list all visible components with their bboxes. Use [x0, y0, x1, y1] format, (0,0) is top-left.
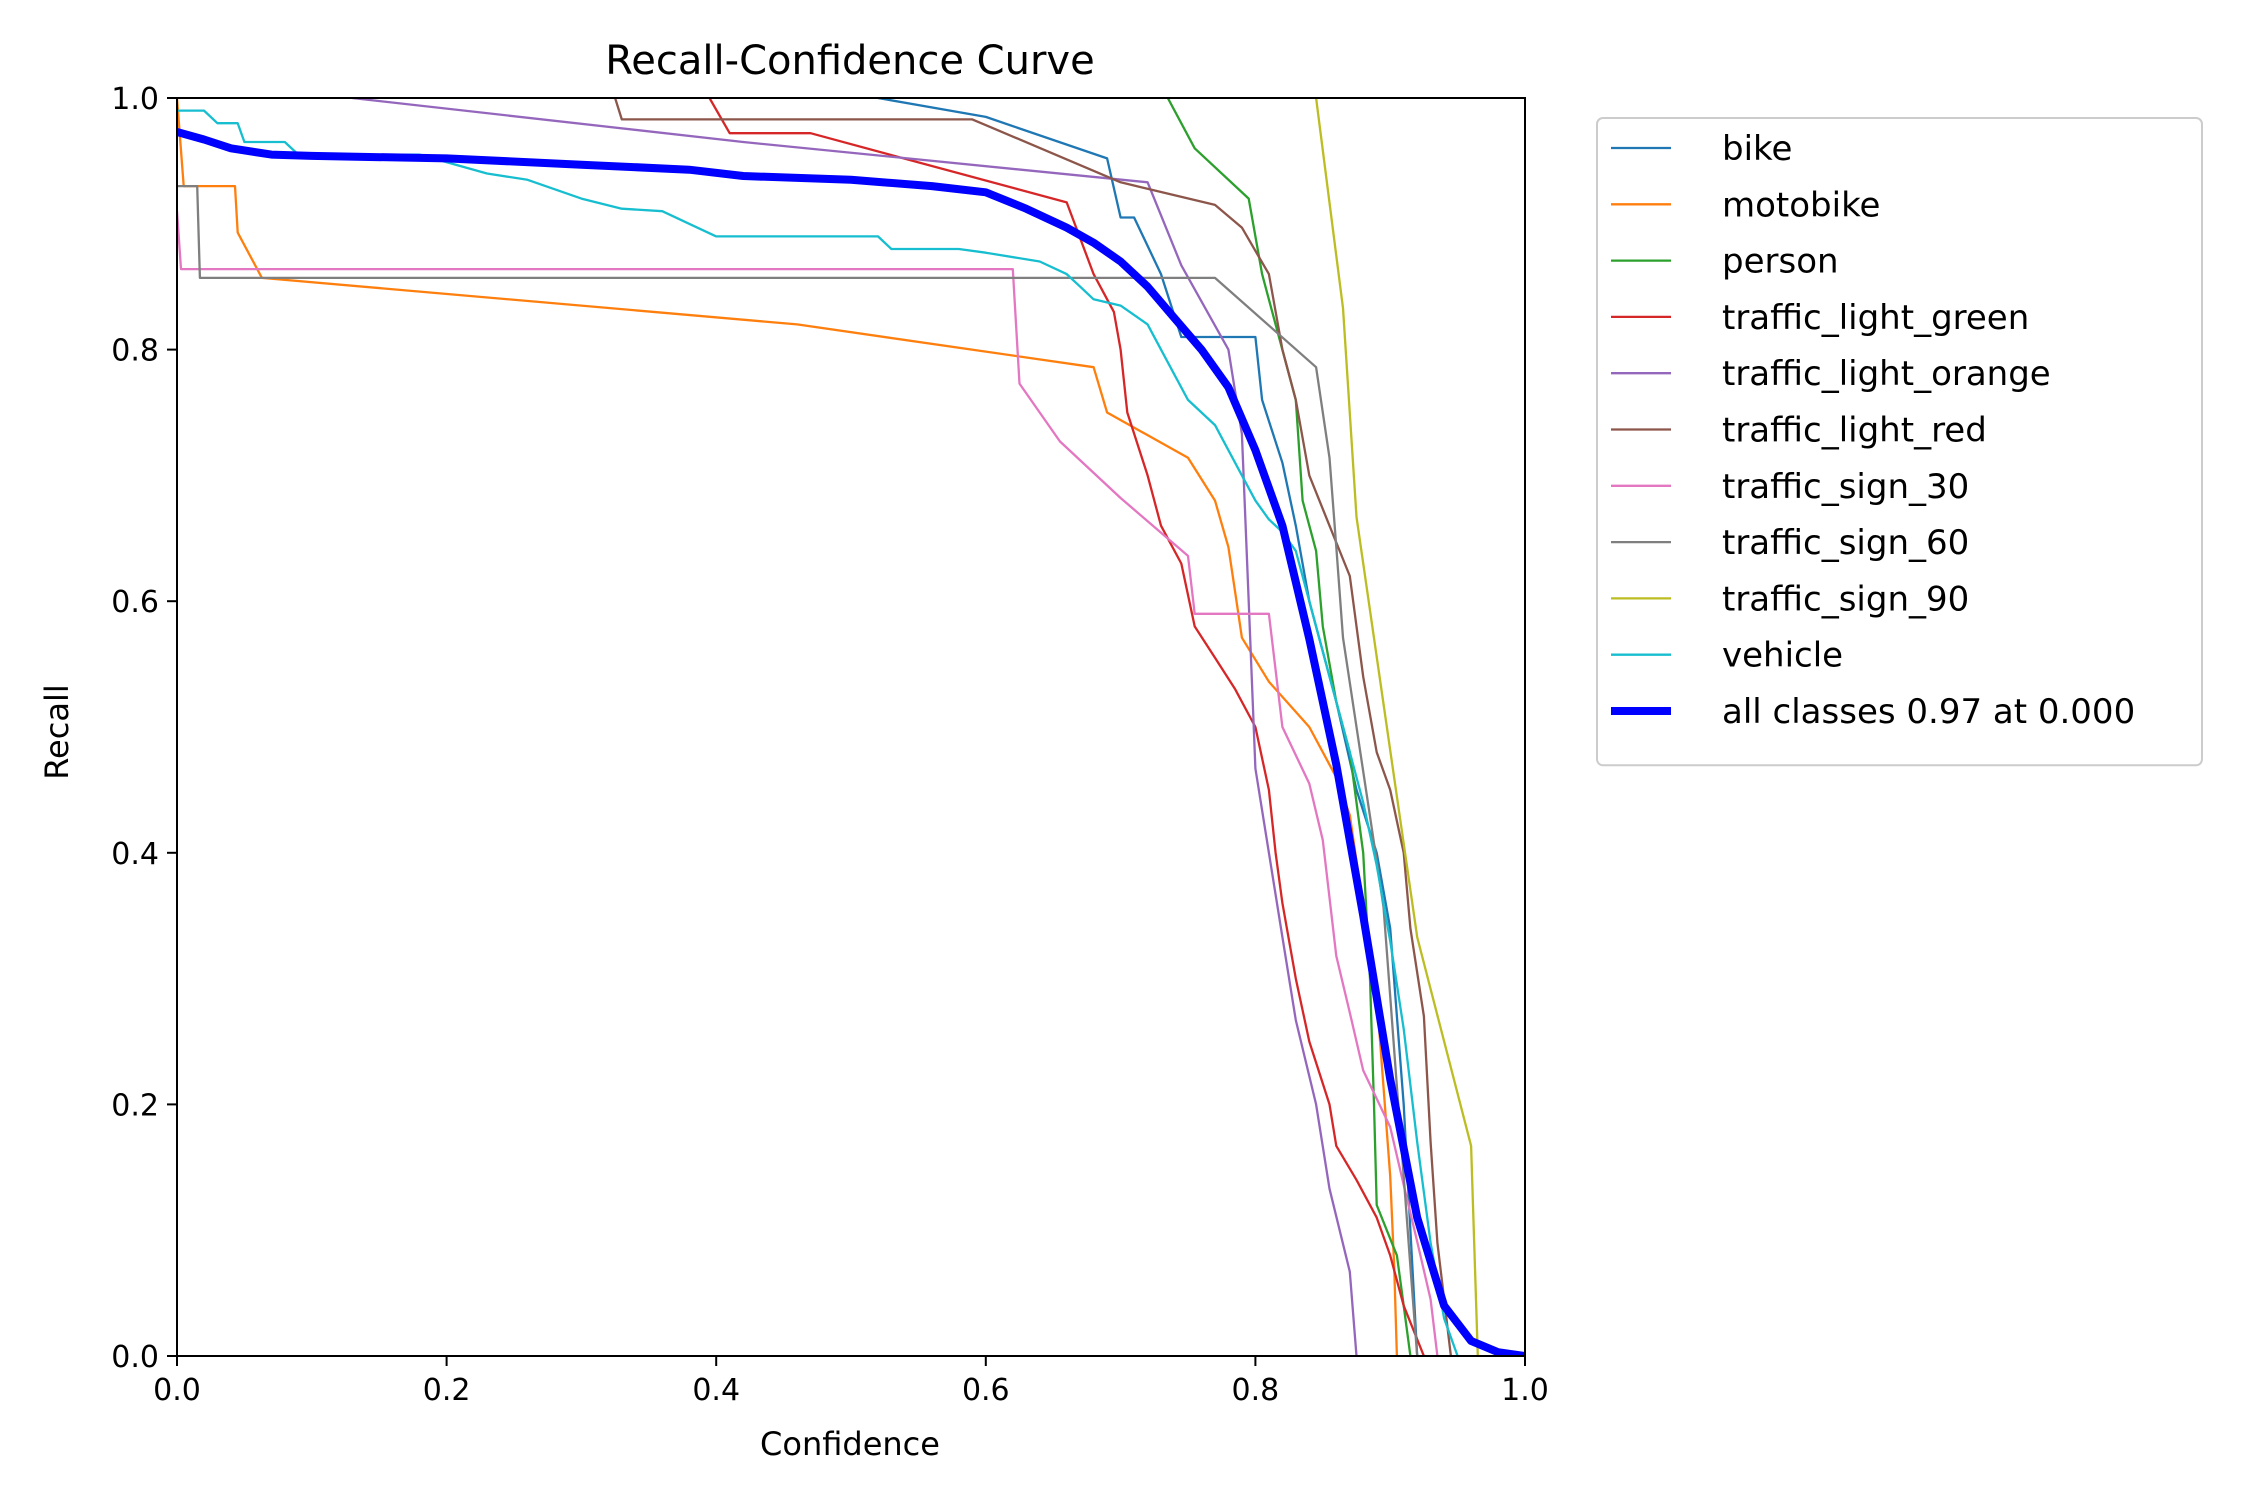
series-line-traffic-sign-90 — [1314, 98, 1479, 1356]
legend-label: motobike — [1722, 185, 1880, 225]
legend-label: traffic_light_orange — [1722, 354, 2051, 394]
plot-area: 0.0 0.2 0.4 0.6 0.8 1.0 0.0 0.2 0.4 0.6 0.8 1.0 — [111, 82, 1549, 1408]
series-line-person — [1166, 98, 1412, 1356]
x-tick-label: 0.6 — [962, 1373, 1010, 1408]
plot-frame — [176, 97, 1526, 1357]
series-line-vehicle — [177, 109, 1459, 1356]
legend-label: traffic_sign_60 — [1722, 523, 1969, 563]
y-tick-label: 0.0 — [111, 1340, 159, 1375]
series-line-bike — [877, 98, 1419, 1356]
legend-label: traffic_light_green — [1722, 298, 2029, 338]
y-tick-label: 1.0 — [111, 82, 159, 117]
legend-label: traffic_sign_90 — [1722, 579, 1969, 619]
x-tick-label: 0.8 — [1232, 1373, 1280, 1408]
y-tick-label: 0.2 — [111, 1088, 159, 1123]
series-line-all-classes-0-97-at-0-000 — [177, 128, 1525, 1356]
legend-label: person — [1722, 242, 1839, 282]
legend-label: all classes 0.97 at 0.000 — [1722, 692, 2135, 732]
chart-title: Recall-Confidence Curve — [605, 38, 1094, 84]
series-line-traffic-light-green — [708, 98, 1425, 1356]
series-line-traffic-sign-30 — [177, 211, 1439, 1356]
y-tick-label: 0.8 — [111, 334, 159, 369]
series-line-traffic-light-red — [614, 98, 1453, 1356]
legend-label: traffic_sign_30 — [1722, 467, 1969, 507]
x-tick-label: 0.2 — [423, 1373, 471, 1408]
x-axis-title: Confidence — [760, 1425, 940, 1463]
legend-label: traffic_light_red — [1722, 411, 1987, 451]
legend-label: bike — [1722, 129, 1792, 169]
series-line-traffic-light-orange — [352, 98, 1358, 1356]
series-group — [177, 98, 1525, 1356]
y-tick-label: 0.6 — [111, 585, 159, 620]
x-tick-label: 0.4 — [692, 1373, 740, 1408]
legend-box — [1596, 117, 2203, 767]
x-tick-label: 1.0 — [1501, 1373, 1549, 1408]
y-tick-label: 0.4 — [111, 837, 159, 872]
x-tick-label: 0.0 — [153, 1373, 201, 1408]
legend-label: vehicle — [1722, 636, 1843, 676]
y-axis-title: Recall — [38, 684, 76, 779]
legend: bike motobike person traffic_light_greentra… — [1596, 117, 2203, 767]
